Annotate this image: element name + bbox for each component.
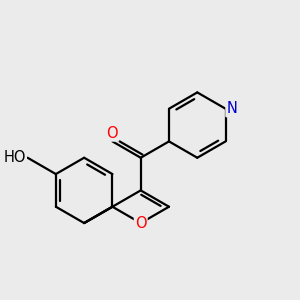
Text: O: O xyxy=(106,125,118,140)
Text: N: N xyxy=(226,101,237,116)
Text: O: O xyxy=(135,216,146,231)
Text: HO: HO xyxy=(3,150,26,165)
